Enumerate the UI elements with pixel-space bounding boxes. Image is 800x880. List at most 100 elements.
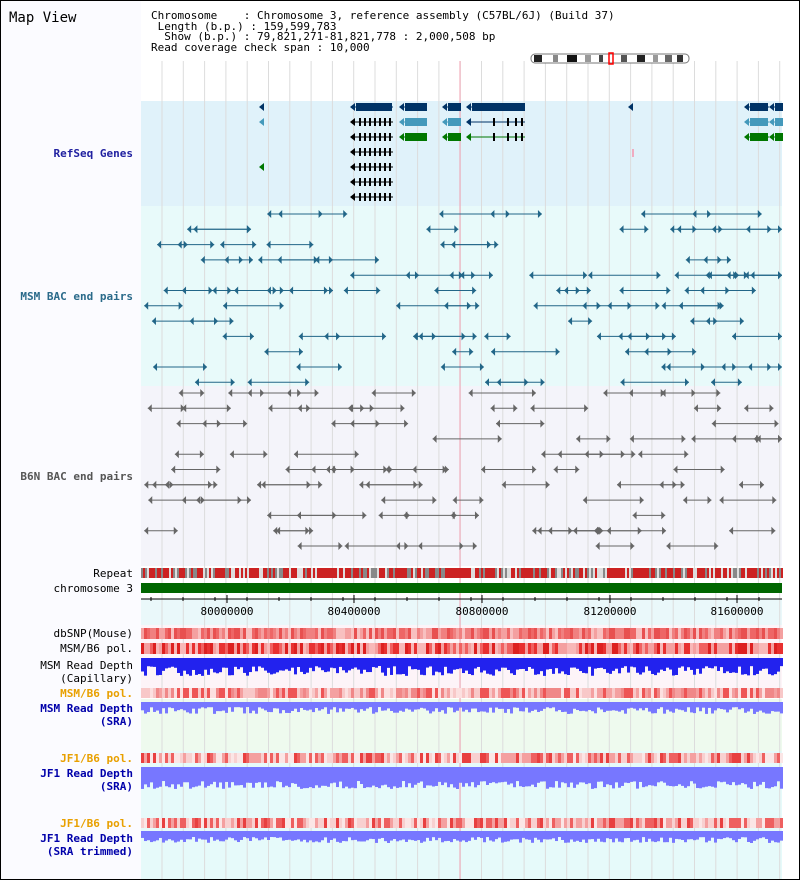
heat-cell — [306, 628, 309, 639]
bac-pair-end — [238, 255, 243, 264]
repeat-mark — [741, 568, 743, 578]
bac-pair-end — [354, 450, 359, 459]
depth-bar — [684, 767, 687, 788]
heat-cell — [717, 818, 720, 828]
repeat-mark — [249, 568, 251, 578]
heat-cell — [552, 753, 555, 763]
gene-exon — [356, 103, 392, 111]
heat-cell — [210, 753, 213, 763]
heat-cell — [741, 753, 744, 763]
repeat-mark — [679, 568, 681, 578]
depth-bar — [606, 767, 609, 785]
repeat-mark — [503, 568, 505, 578]
track-label-chromosome[interactable]: chromosome 3 — [53, 582, 133, 595]
repeat-mark — [479, 568, 481, 578]
heat-cell — [294, 753, 297, 763]
heat-cell — [306, 643, 309, 654]
heat-cell — [588, 688, 591, 698]
heat-cell — [309, 818, 312, 828]
track-label-jf1-depth-trimmed[interactable]: JF1 Read Depth — [40, 832, 133, 845]
heat-cell — [399, 688, 402, 698]
depth-bar — [720, 658, 723, 668]
track-label-msm-b6-pol[interactable]: MSM/B6 pol. — [60, 642, 133, 655]
heat-cell — [711, 688, 714, 698]
depth-bar — [177, 831, 180, 842]
gene-exon — [364, 118, 366, 126]
heat-cell — [645, 643, 648, 654]
depth-bar — [687, 767, 690, 787]
heat-cell — [510, 643, 513, 654]
bac-pair-end — [460, 271, 465, 280]
repeat-mark — [579, 568, 581, 578]
depth-bar — [486, 702, 489, 713]
bac-pair-end — [564, 286, 569, 295]
bac-pair-end — [343, 286, 348, 295]
bac-pair-end — [716, 389, 721, 397]
track-label-refseq[interactable]: RefSeq Genes — [53, 147, 133, 160]
depth-bar — [309, 658, 312, 668]
depth-bar — [714, 658, 717, 667]
track-label-repeat[interactable]: Repeat — [93, 567, 133, 580]
heat-cell — [423, 753, 426, 763]
depth-bar — [405, 702, 408, 709]
heat-cell — [582, 628, 585, 639]
heat-cell — [168, 818, 171, 828]
track-label-msm-b6-pol-sra[interactable]: MSM/B6 pol. — [60, 687, 133, 700]
depth-bar — [711, 767, 714, 787]
heat-cell — [681, 628, 684, 639]
show-value: 79,821,271-81,821,778 : 2,000,508 bp — [256, 30, 496, 43]
track-label-jf1-b6-pol-2[interactable]: JF1/B6 pol. — [60, 817, 133, 830]
heat-cell — [756, 628, 759, 639]
bac-pair-end — [359, 480, 364, 489]
heat-cell — [210, 628, 213, 639]
heat-cell — [618, 818, 621, 828]
gene-exon — [775, 118, 783, 126]
heat-cell — [318, 688, 321, 698]
heat-cell — [144, 643, 147, 654]
repeat-mark — [541, 568, 543, 578]
repeat-mark — [653, 568, 655, 578]
heat-cell — [324, 688, 327, 698]
repeat-mark — [527, 568, 529, 578]
depth-bar — [207, 702, 210, 708]
heat-cell — [447, 753, 450, 763]
heat-cell — [420, 628, 423, 639]
depth-bar — [273, 831, 276, 838]
track-label-msm-bac[interactable]: MSM BAC end pairs — [20, 290, 133, 303]
track-label-dbsnp[interactable]: dbSNP(Mouse) — [53, 627, 133, 640]
track-label-b6n-bac[interactable]: B6N BAC end pairs — [20, 470, 133, 483]
heat-cell — [189, 688, 192, 698]
bac-pair-end — [472, 542, 477, 550]
depth-bar — [768, 831, 771, 843]
track-label-jf1-depth-sra[interactable]: JF1 Read Depth — [40, 767, 133, 780]
bac-pair-end — [404, 542, 409, 550]
depth-bar — [690, 658, 693, 670]
bac-pair-end — [404, 419, 409, 428]
bac-pair-end — [440, 363, 445, 371]
heat-cell — [411, 818, 414, 828]
repeat-mark — [703, 568, 705, 578]
heat-cell — [396, 753, 399, 763]
depth-bar — [399, 767, 402, 788]
track-label-jf1-b6-pol[interactable]: JF1/B6 pol. — [60, 752, 133, 765]
heat-cell — [687, 818, 690, 828]
bac-pair-end — [263, 450, 268, 459]
heat-cell — [576, 753, 579, 763]
track-label-msm-depth-capillary[interactable]: MSM Read Depth — [40, 659, 133, 672]
track-label-msm-depth-sra[interactable]: MSM Read Depth — [40, 702, 133, 715]
heat-cell — [225, 753, 228, 763]
gene-strand-arrow — [399, 133, 404, 141]
heat-cell — [300, 628, 303, 639]
heat-cell — [513, 643, 516, 654]
repeat-mark — [745, 568, 747, 578]
gene-strand-arrow — [466, 133, 471, 141]
heat-cell — [294, 628, 297, 639]
depth-bar — [597, 658, 600, 669]
bac-pair-end — [326, 465, 331, 474]
repeat-mark — [419, 568, 421, 578]
depth-bar — [612, 658, 615, 671]
depth-bar — [354, 831, 357, 840]
heat-cell — [543, 688, 546, 698]
heat-cell — [624, 628, 627, 639]
